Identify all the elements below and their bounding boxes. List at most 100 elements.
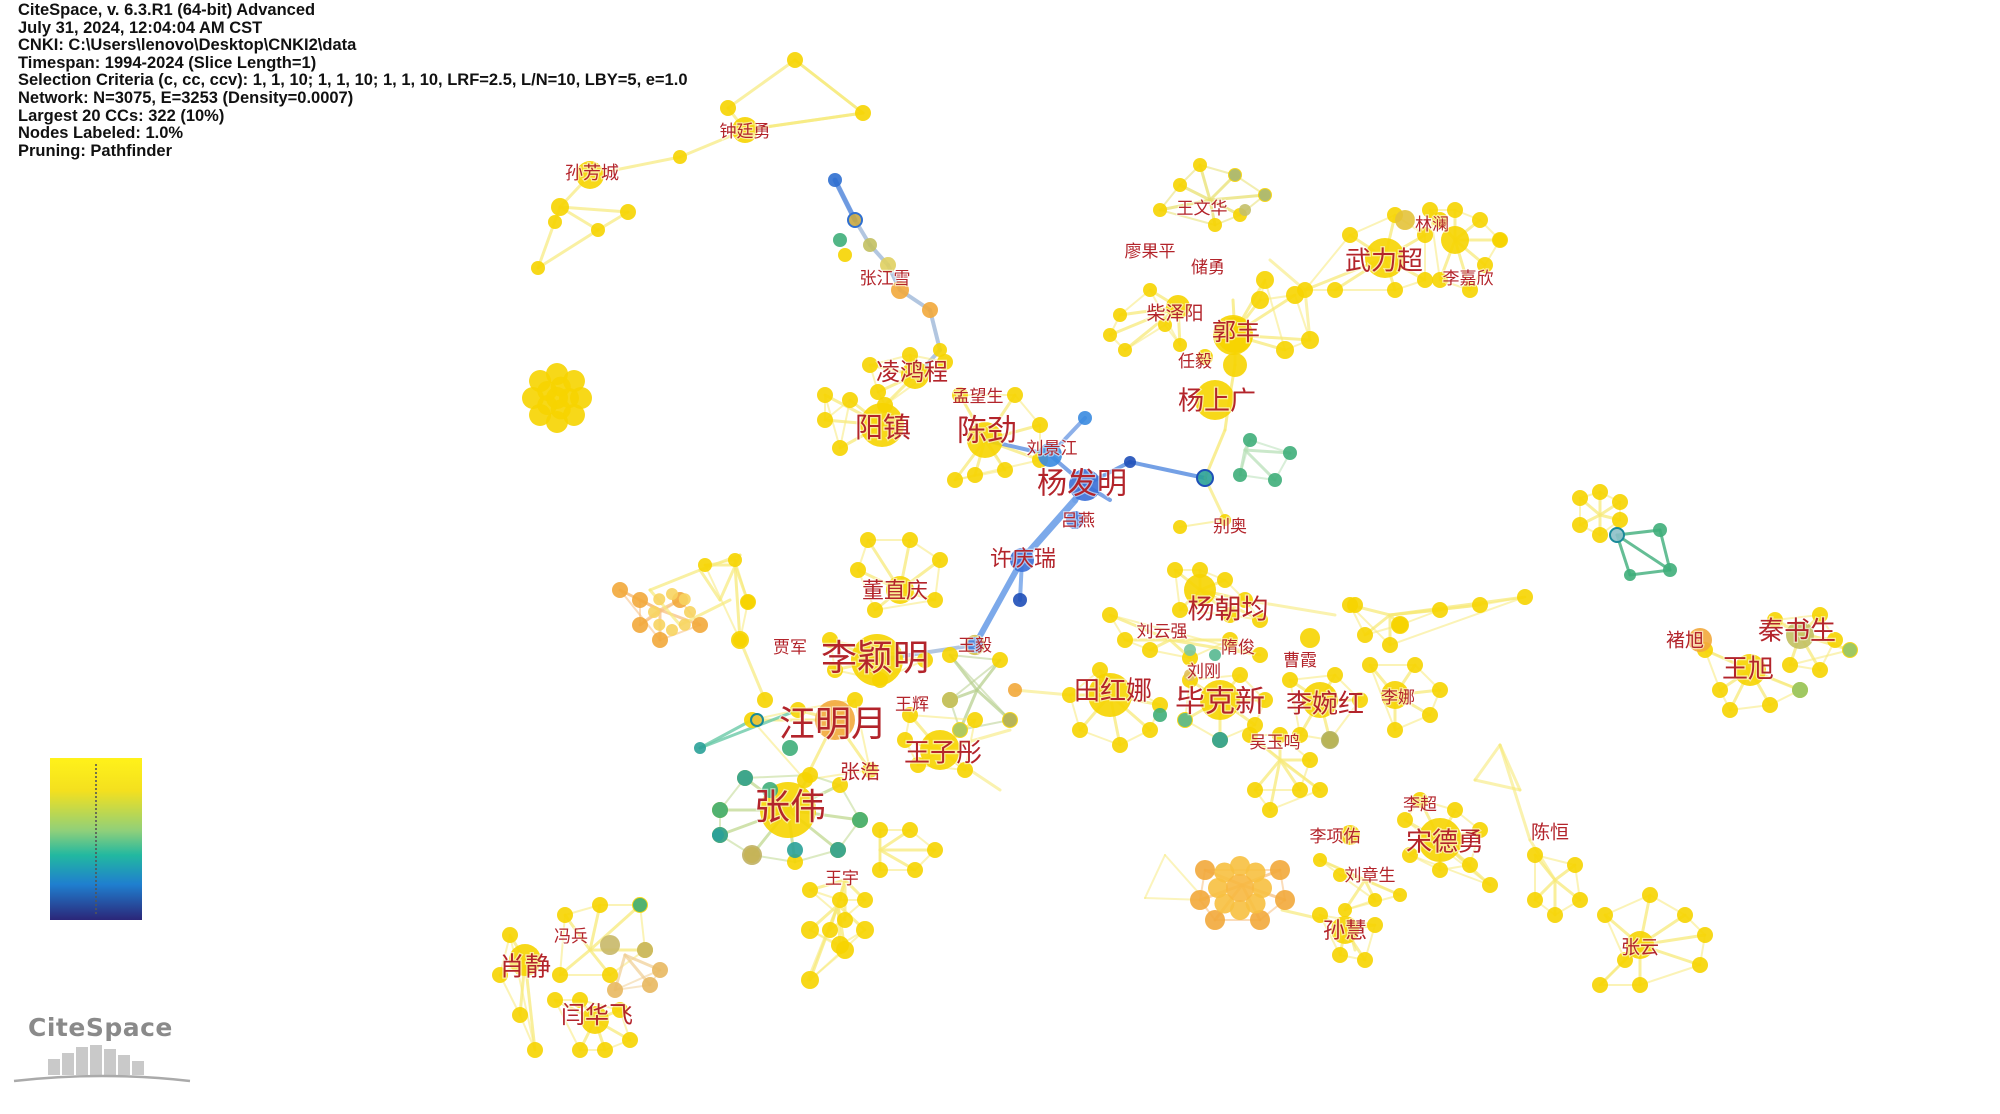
author-label[interactable]: 王宇	[824, 868, 861, 891]
author-label[interactable]: 李娜	[1380, 687, 1417, 710]
network-node	[1347, 597, 1363, 613]
author-label[interactable]: 钟廷勇	[718, 121, 772, 144]
author-label[interactable]: 闫华飞	[560, 1000, 635, 1031]
author-label[interactable]: 许庆瑞	[989, 546, 1058, 574]
author-label[interactable]: 任毅	[1177, 351, 1214, 374]
author-label[interactable]: 杨发明	[1036, 465, 1129, 503]
author-label[interactable]: 褚旭	[1665, 628, 1706, 653]
network-node	[742, 845, 762, 865]
author-label[interactable]: 陈恒	[1530, 820, 1571, 845]
network-node	[1493, 233, 1507, 247]
author-label[interactable]: 毕克新	[1174, 683, 1267, 721]
network-edge	[1269, 789, 1321, 811]
network-edge	[698, 568, 722, 602]
author-label[interactable]: 林澜	[1414, 214, 1451, 237]
author-label[interactable]: 廖果平	[1123, 241, 1177, 264]
author-label[interactable]: 王辉	[894, 694, 931, 717]
network-node	[1200, 680, 1240, 720]
author-label[interactable]: 孙芳城	[564, 162, 621, 186]
author-label[interactable]: 储勇	[1190, 257, 1227, 280]
network-node	[1391, 616, 1409, 634]
author-label[interactable]: 李嘉欣	[1441, 268, 1495, 291]
network-node	[1222, 607, 1238, 623]
network-node	[902, 707, 918, 723]
network-node	[1252, 647, 1268, 663]
author-label[interactable]: 宋德勇	[1405, 826, 1486, 859]
network-node	[953, 723, 967, 737]
author-label[interactable]: 王毅	[957, 635, 994, 658]
network-node	[957, 762, 973, 778]
author-label[interactable]: 曹霞	[1282, 650, 1319, 673]
author-label[interactable]: 郭丰	[1211, 317, 1262, 348]
network-node	[527, 1042, 543, 1058]
author-label[interactable]: 武力超	[1344, 245, 1425, 278]
network-node	[902, 532, 918, 548]
network-edge	[949, 654, 1001, 661]
author-label[interactable]: 隋俊	[1220, 637, 1257, 660]
author-label[interactable]: 陈劲	[956, 412, 1019, 450]
network-edge	[1018, 496, 1079, 564]
author-label[interactable]: 李超	[1402, 794, 1439, 817]
author-label[interactable]: 柴泽阳	[1145, 301, 1205, 326]
author-label[interactable]: 李婉红	[1285, 688, 1366, 721]
author-label[interactable]: 刘云强	[1135, 621, 1189, 644]
network-edge	[1208, 193, 1267, 202]
network-node	[607, 982, 623, 998]
author-label[interactable]: 王文华	[1175, 198, 1229, 221]
author-label[interactable]: 别奥	[1212, 516, 1249, 539]
author-label[interactable]: 冯兵	[553, 926, 590, 949]
network-edge	[1639, 964, 1701, 986]
network-node	[1113, 308, 1127, 322]
network-edge	[648, 568, 702, 592]
author-label[interactable]: 田红娜	[1073, 675, 1154, 708]
network-node	[1078, 411, 1092, 425]
network-node	[847, 212, 863, 228]
author-label[interactable]: 杨朝均	[1186, 593, 1270, 627]
network-node	[1013, 593, 1027, 607]
network-node	[632, 592, 648, 608]
author-label[interactable]: 张浩	[839, 758, 882, 785]
author-label[interactable]: 张云	[1620, 935, 1661, 960]
network-node	[1313, 853, 1327, 867]
author-label[interactable]: 汪明月	[778, 703, 889, 747]
author-label[interactable]: 董直庆	[861, 578, 930, 606]
network-node	[942, 692, 958, 708]
network-node	[1572, 490, 1588, 506]
network-node	[620, 204, 636, 220]
network-node	[1008, 683, 1022, 697]
network-node	[942, 647, 958, 663]
author-label[interactable]: 李项佑	[1308, 826, 1362, 849]
author-label[interactable]: 刘景江	[1025, 438, 1079, 461]
author-label[interactable]: 杨上广	[1177, 385, 1258, 418]
network-edge	[1498, 743, 1532, 842]
author-label[interactable]: 凌鸿程	[875, 357, 950, 388]
network-node	[1677, 907, 1693, 923]
author-label[interactable]: 肖静	[498, 951, 553, 984]
author-label[interactable]: 刘刚	[1186, 661, 1223, 684]
author-label[interactable]: 孙慧	[1322, 918, 1369, 946]
network-node	[838, 248, 852, 262]
author-label[interactable]: 张江雪	[858, 268, 912, 291]
author-label[interactable]: 王旭	[1721, 653, 1776, 686]
network-node	[1239, 204, 1251, 216]
network-node	[862, 357, 878, 373]
network-edge	[536, 228, 600, 270]
author-label[interactable]: 吕燕	[1060, 510, 1097, 533]
network-node	[1208, 218, 1222, 232]
author-label[interactable]: 阳镇	[854, 410, 913, 446]
network-edge	[1389, 596, 1526, 646]
network-node	[1357, 627, 1373, 643]
network-node	[642, 977, 658, 993]
author-label[interactable]: 李颖明	[820, 637, 931, 681]
network-node	[842, 392, 858, 408]
author-label[interactable]: 刘章生	[1343, 865, 1397, 888]
author-label[interactable]: 吴玉鸣	[1248, 732, 1302, 755]
network-node	[872, 862, 888, 878]
author-label[interactable]: 张伟	[753, 786, 828, 830]
author-label[interactable]: 贾军	[772, 637, 809, 660]
network-node	[1722, 702, 1738, 718]
author-label[interactable]: 秦书生	[1757, 615, 1838, 648]
author-label[interactable]: 王子彤	[903, 737, 984, 770]
author-label[interactable]: 孟望生	[951, 386, 1005, 409]
network-node	[512, 1007, 528, 1023]
